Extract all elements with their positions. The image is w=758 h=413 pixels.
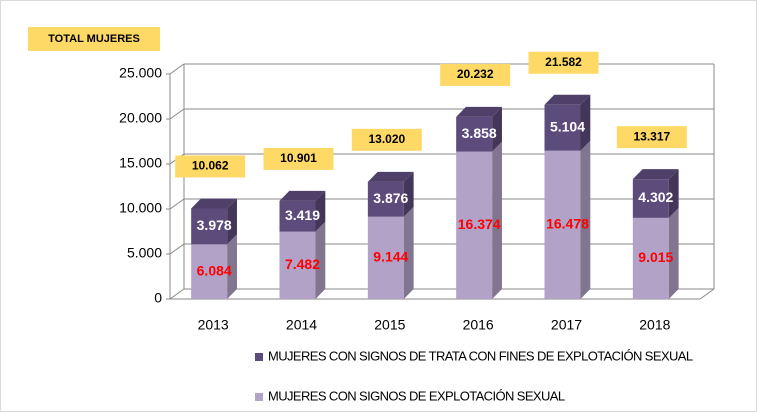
bar-segment [544,150,581,299]
value-label: 3.978 [197,217,232,233]
bar-segment [191,208,228,245]
bar-segment [191,244,228,299]
bar-segment [544,104,581,151]
bar-side [315,190,326,232]
total-label: 13.020 [368,132,405,146]
total-label: 10.062 [192,159,229,173]
value-label: 9.015 [638,249,673,265]
bar-side [668,169,679,218]
chart-title: TOTAL MUJERES [48,33,140,45]
bar-segment [456,116,493,152]
grid-connector [169,288,185,300]
bar-top [544,94,591,105]
bar-segment [632,217,669,299]
value-label: 5.104 [550,118,585,134]
total-label: 21.582 [545,55,582,69]
value-label: 3.876 [373,190,408,206]
bar-segment [279,231,316,299]
value-label: 9.144 [373,249,408,265]
bar-side [492,106,502,152]
total-label: 13.317 [633,129,670,143]
total-box [351,128,422,151]
bar-side [403,171,414,217]
x-tick-label: 2015 [374,317,405,333]
legend-swatch [255,393,263,401]
bar-top [456,106,502,117]
y-tick-label: 20.000 [119,110,162,126]
bar-top [632,169,679,180]
title-box [28,27,160,51]
x-tick-label: 2018 [639,317,670,333]
grid-connector [169,198,185,210]
total-label: 10.901 [280,151,317,165]
value-label: 7.482 [285,256,320,272]
bar-segment [367,181,404,217]
bar-side [227,198,237,245]
x-tick-label: 2013 [198,317,229,333]
grid-connector [169,243,185,255]
value-label: 4.302 [638,189,673,205]
y-tick-label: 25.000 [119,65,162,81]
legend-label: MUJERES CON SIGNOS DE EXPLOTACIÓN SEXUAL [268,388,565,403]
total-box [175,155,246,178]
bar-side [227,234,237,299]
value-label: 16.478 [546,216,589,232]
bar-segment [456,151,493,299]
total-label: 20.232 [457,67,494,81]
x-tick-label: 2017 [551,317,582,333]
bar-top [279,190,326,201]
y-tick-label: 10.000 [119,200,162,216]
bar-side [403,206,414,299]
x-tick-label: 2016 [463,317,494,333]
bar-side [315,221,326,299]
bar-top [367,171,414,182]
y-tick-label: 5.000 [127,245,162,261]
y-tick-label: 0 [154,290,162,306]
legend-swatch [255,353,263,361]
total-box [263,147,334,170]
bar-side [580,94,591,151]
grid-connector [169,63,185,75]
value-label: 3.858 [462,125,497,141]
bar-side [580,140,591,299]
x-tick-label: 2014 [286,317,317,333]
bar-side [668,207,679,299]
value-label: 6.084 [197,262,232,278]
floor-right [699,288,715,300]
total-box [616,126,687,149]
bar-top [191,198,237,209]
bar-side [492,141,502,299]
bar-segment [367,216,404,299]
bar-segment [279,200,316,232]
total-box [440,63,511,86]
bar-segment [632,179,669,218]
legend-label: MUJERES CON SIGNOS DE TRATA CON FINES DE… [268,348,693,363]
y-tick-label: 15.000 [119,155,162,171]
value-label: 16.374 [458,216,501,232]
grid-connector [169,108,185,120]
value-label: 3.419 [285,207,320,223]
total-box [528,51,599,74]
